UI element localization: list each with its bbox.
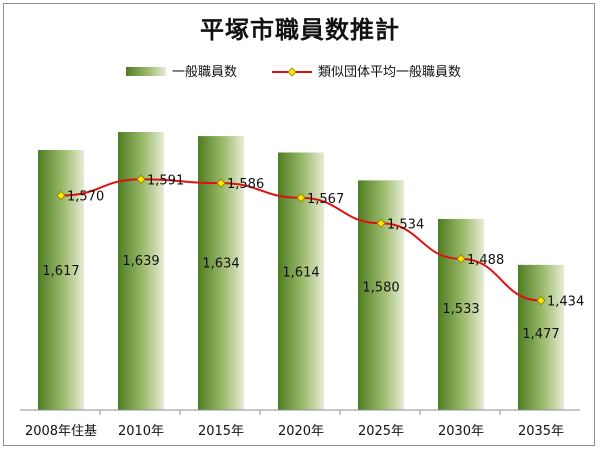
legend-label-line: 類似団体平均一般職員数	[318, 64, 461, 80]
line-series	[56, 174, 546, 306]
x-tick-label: 2020年	[278, 424, 324, 439]
line-value-label: 1,434	[547, 295, 584, 310]
bar-labels: 1,617 1,639 1,634 1,614 1,580 1,533 1,477	[42, 254, 559, 342]
bar-value-label: 1,614	[282, 265, 319, 280]
x-tick-label: 2008年住基	[25, 424, 97, 439]
line-value-label: 1,488	[467, 253, 504, 268]
bar	[518, 264, 564, 410]
line-marker	[216, 178, 226, 188]
bar-value-label: 1,639	[122, 254, 159, 269]
line-marker	[296, 193, 306, 203]
line-value-label: 1,534	[387, 217, 424, 232]
x-tick-label: 2015年	[198, 424, 244, 439]
x-tick-label: 2030年	[438, 424, 484, 439]
legend-bar-swatch	[126, 67, 166, 76]
chart-title: 平塚市職員数推計	[200, 16, 400, 44]
legend: 一般職員数 類似団体平均一般職員数	[126, 64, 461, 80]
line-marker	[136, 174, 146, 184]
line-value-label: 1,591	[147, 173, 184, 188]
line-value-label: 1,567	[307, 192, 344, 207]
legend-marker	[287, 67, 297, 77]
x-tick-label: 2025年	[358, 424, 404, 439]
line-value-label: 1,586	[227, 177, 264, 192]
bar-value-label: 1,634	[202, 256, 239, 271]
line-marker	[536, 295, 546, 306]
bar-value-label: 1,580	[362, 281, 399, 296]
legend-label-bars: 一般職員数	[172, 64, 237, 80]
bar	[358, 180, 404, 410]
line-labels: 1,570 1,591 1,586 1,567 1,534 1,488 1,434	[67, 173, 584, 309]
line-marker	[56, 190, 66, 201]
x-tick-label: 2010年	[118, 424, 164, 439]
bar-value-label: 1,533	[442, 302, 479, 317]
line-marker	[376, 218, 386, 228]
line-value-label: 1,570	[67, 190, 104, 205]
bar-value-label: 1,477	[522, 327, 559, 342]
line-marker	[456, 254, 466, 264]
bar-value-label: 1,617	[42, 264, 79, 279]
x-tick-label: 2035年	[518, 424, 564, 439]
bar	[438, 218, 484, 410]
x-axis-ticks: 2008年住基 2010年 2015年 2020年 2025年 2030年 2035年	[25, 410, 564, 439]
